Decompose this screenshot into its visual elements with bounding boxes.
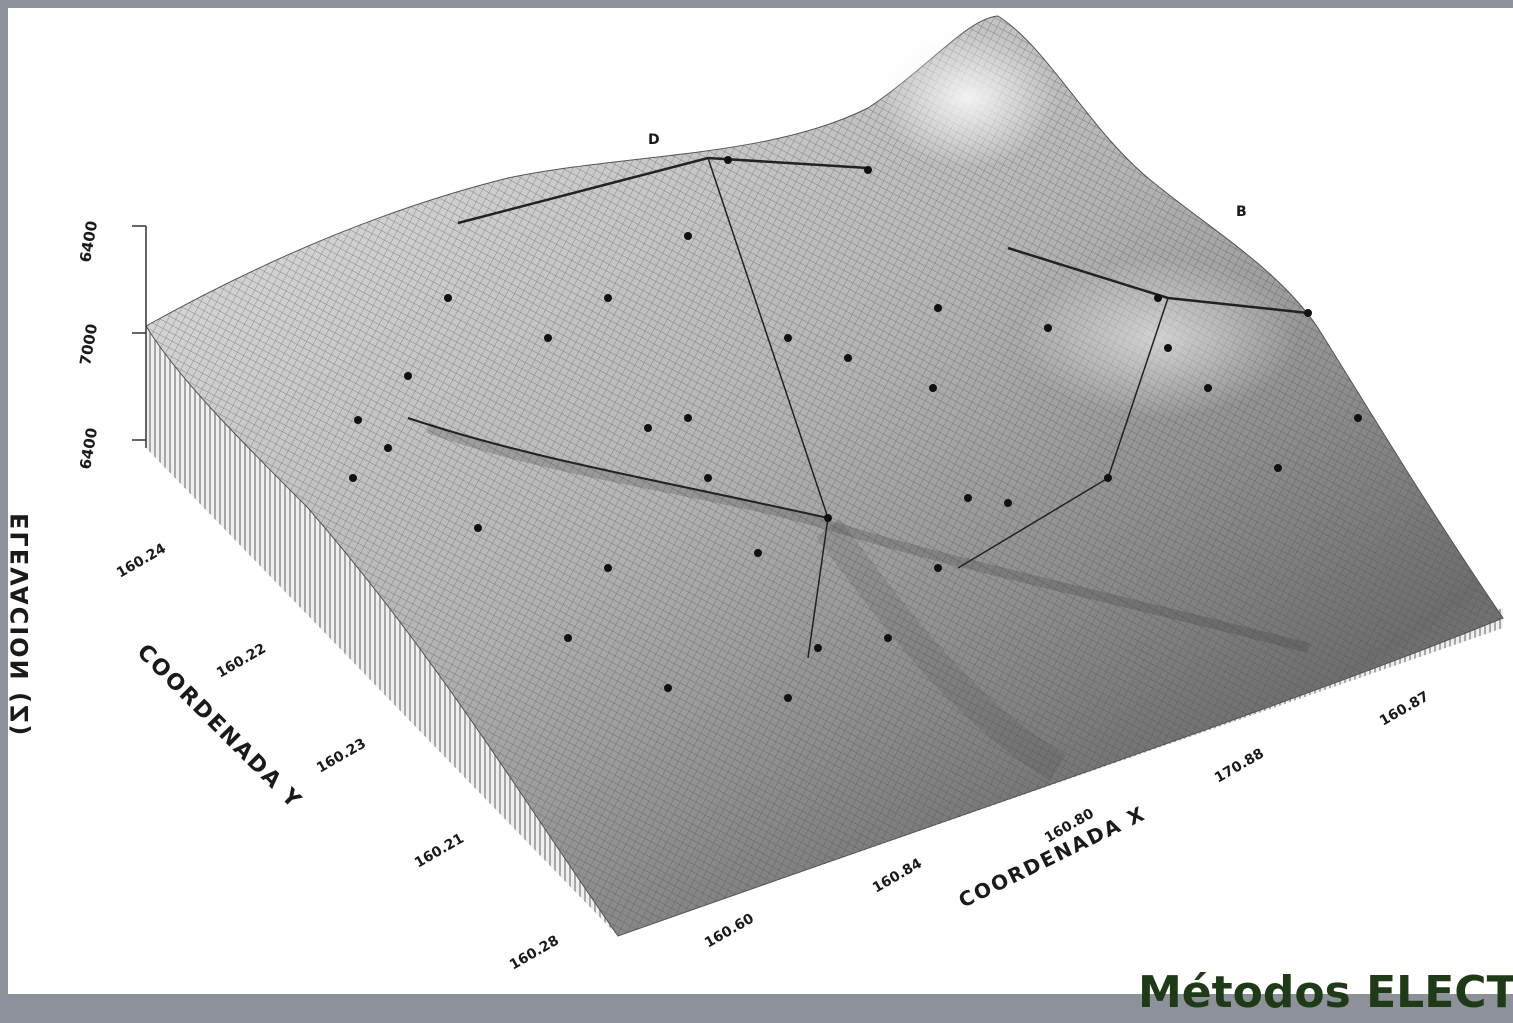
y-tick-label: 160.28 [507, 933, 562, 974]
survey-point [349, 474, 357, 482]
survey-point [724, 156, 732, 164]
x-axis-title: COORDENADA X [955, 801, 1150, 912]
survey-point [564, 634, 572, 642]
slide-caption: Métodos ELECTRÓ [1138, 967, 1513, 1018]
survey-point [1164, 344, 1172, 352]
survey-point [844, 354, 852, 362]
figure-frame: D B 6400 7000 6400 ELEVACION (Z) 160.24 … [8, 8, 1513, 1018]
z-axis-title: ELEVACION (Z) [8, 513, 34, 737]
survey-point [354, 416, 362, 424]
survey-point [684, 414, 692, 422]
z-tick-label: 6400 [76, 219, 101, 263]
survey-point [644, 424, 652, 432]
station-label-d: D [648, 132, 660, 148]
survey-point [444, 294, 452, 302]
x-tick-label: 170.88 [1212, 746, 1267, 787]
survey-point [1044, 324, 1052, 332]
survey-point [884, 634, 892, 642]
survey-point [544, 334, 552, 342]
survey-point [784, 694, 792, 702]
survey-point [754, 549, 762, 557]
survey-point [929, 384, 937, 392]
survey-point [1304, 309, 1312, 317]
survey-point [784, 334, 792, 342]
survey-point [684, 232, 692, 240]
station-label-b: B [1236, 204, 1247, 220]
survey-point [1004, 499, 1012, 507]
survey-point [604, 294, 612, 302]
x-tick-label: 160.84 [870, 855, 925, 896]
survey-point [404, 372, 412, 380]
y-tick-label: 160.22 [214, 641, 269, 682]
surface-plot: D B 6400 7000 6400 ELEVACION (Z) 160.24 … [8, 15, 1504, 974]
survey-point [704, 474, 712, 482]
survey-point [824, 514, 832, 522]
survey-point [964, 494, 972, 502]
y-tick-label: 160.23 [314, 736, 369, 777]
survey-point [1274, 464, 1282, 472]
x-tick-label: 160.87 [1377, 689, 1432, 730]
survey-point [864, 166, 872, 174]
survey-point [474, 524, 482, 532]
surface-mesh [145, 15, 1504, 937]
survey-point [604, 564, 612, 572]
y-tick-label: 160.24 [114, 540, 169, 581]
x-tick-label: 160.60 [702, 910, 757, 951]
survey-point [1204, 384, 1212, 392]
survey-points [349, 156, 1362, 702]
survey-point [1104, 474, 1112, 482]
survey-point [664, 684, 672, 692]
z-tick-label: 7000 [76, 322, 101, 366]
survey-point [934, 564, 942, 572]
survey-point [1154, 294, 1162, 302]
survey-point [384, 444, 392, 452]
survey-point [814, 644, 822, 652]
z-axis: 6400 7000 6400 ELEVACION (Z) [8, 219, 147, 737]
survey-point [1354, 414, 1362, 422]
survey-point [934, 304, 942, 312]
y-tick-label: 160.21 [412, 831, 467, 872]
z-tick-label: 6400 [76, 426, 101, 470]
